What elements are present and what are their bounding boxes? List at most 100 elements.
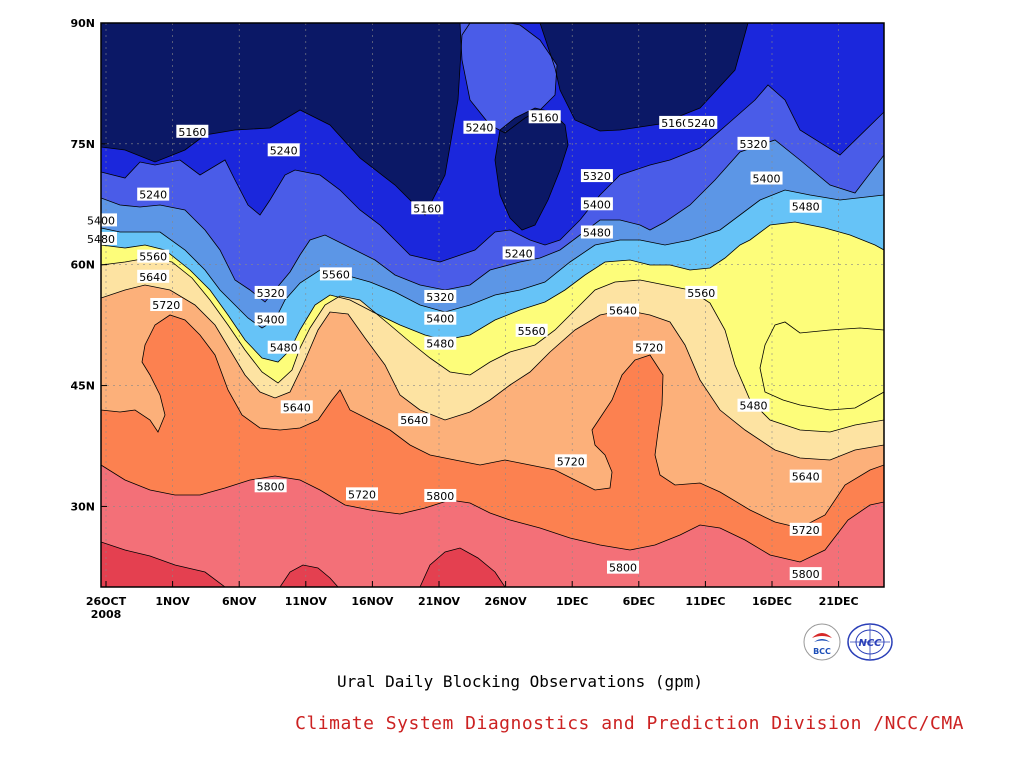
contour-label-text: 5560 [518,325,546,338]
contour-line-5160 [101,23,884,587]
contour-label-text: 5160 [531,111,559,124]
contour-label-bg [137,187,170,201]
contour-label-text: 5640 [792,471,820,484]
y-tick-label: 60N [70,259,95,272]
x-tick-label: 6DEC [623,595,655,608]
contour-label-bg [502,246,535,260]
contour-line-5240b [459,23,558,134]
contour-label-text: 5240 [505,247,533,260]
x-tick-label: 21NOV [418,595,461,608]
contour-label: 5560 [137,249,170,264]
contour-label-bg [150,298,183,311]
contour-label-text: 5800 [609,562,637,575]
contour-label: 5720 [789,522,822,537]
contour-label: 5720 [346,487,378,501]
x-tick-label: 26OCT [86,595,127,608]
contour-label-text: 5800 [792,568,820,581]
contour-label-text: 5320 [426,291,454,304]
contour-label-bg [528,110,561,124]
credit-line: Climate System Diagnostics and Predictio… [295,713,964,734]
contour-label: 5240 [463,120,496,135]
contour-label-text: 5800 [426,490,454,503]
contour-label: 5160 [411,201,444,215]
contour-label-text: 5320 [257,287,285,300]
contour-label: 5160 [176,124,209,139]
contour-label: 5800 [789,567,822,581]
contour-label-text: 5480 [792,201,820,214]
contour-label-bg [737,398,770,412]
contour-label-bg [580,197,613,211]
contour-band-5880b [280,565,338,587]
contour-label-bg [607,303,639,317]
contour-label: 5720 [150,298,183,312]
contour-label: 5480 [267,340,300,355]
contour-label-bg [424,488,457,502]
contour-label-text: 5720 [792,524,820,537]
contour-label: 5400 [254,312,287,327]
contour-line-5560 [101,257,884,587]
contour-label-layer: 5160524052405400548055605640572053205400… [85,110,822,581]
contour-label-bg [515,323,548,337]
contour-label: 5400 [580,197,613,211]
x-tick-label: 1DEC [556,595,588,608]
contour-line-5800 [101,464,884,587]
contour-line-5720 [101,314,884,587]
contour-label-text: 5720 [152,299,180,312]
contour-label: 5800 [607,560,639,575]
x-tick-label: 11DEC [685,595,725,608]
contour-label-bg [267,340,300,354]
contour-label-bg [659,115,692,129]
contour-label: 5240 [502,246,535,260]
contour-band-5480b [760,322,884,410]
contour-label: 5320 [580,169,613,183]
contour-label-text: 5640 [400,414,428,427]
contour-label: 5480 [424,336,457,351]
contour-band-5880a [101,542,225,587]
contour-label-bg [580,225,613,239]
contour-label-text: 5640 [609,305,637,318]
contour-label-bg [424,289,457,303]
contour-band-5080b [495,108,568,230]
contour-label: 5400 [424,311,457,326]
contour-label-bg [633,340,666,354]
contour-fill-layer [101,23,884,587]
contour-line-5480b [759,321,884,411]
contour-label-text: 5480 [426,338,454,351]
contour-label-text: 5400 [583,198,611,211]
contour-label: 5640 [137,269,170,284]
contour-label-bg [137,249,170,263]
contour-band-5800 [101,465,884,587]
y-tick-label: 90N [70,17,95,30]
contour-label-bg [685,115,718,129]
contour-label-text: 5720 [635,342,663,355]
contour-label-bg [685,285,718,299]
contour-label: 5160 [528,110,561,124]
x-tick-label: 6NOV [222,595,257,608]
contour-label-text: 5240 [687,117,715,130]
contour-label-text: 5400 [426,313,454,326]
contour-label: 5640 [398,413,431,427]
x-year-label: 2008 [91,608,122,621]
contour-label-bg [737,136,770,150]
x-tick-label: 11NOV [285,595,328,608]
contour-label-text: 5160 [661,117,689,130]
contour-line-5080b [494,107,569,231]
contour-label-bg [424,336,457,350]
contour-line-5240 [101,84,884,587]
contour-label: 5560 [515,323,548,338]
axis-layer: 26OCT 1NOV 6NOV 11NOV 16NOV 21NOV 26NOV 1DEC 6DE… [70,17,858,621]
plot-frame [100,22,885,588]
contour-label-text: 5560 [322,268,350,281]
contour-label-text: 5240 [270,144,298,157]
x-tick-label: 16NOV [351,595,394,608]
contour-label-bg [607,560,639,574]
contour-label-bg [750,171,783,185]
contour-band-5240b [460,23,557,133]
contour-label-bg [554,454,587,468]
contour-label: 5560 [319,267,352,281]
contour-label-text: 5640 [283,401,311,414]
contour-label: 5800 [254,479,287,493]
contour-label: 5320 [424,289,457,304]
contour-label-text: 5480 [740,400,768,413]
